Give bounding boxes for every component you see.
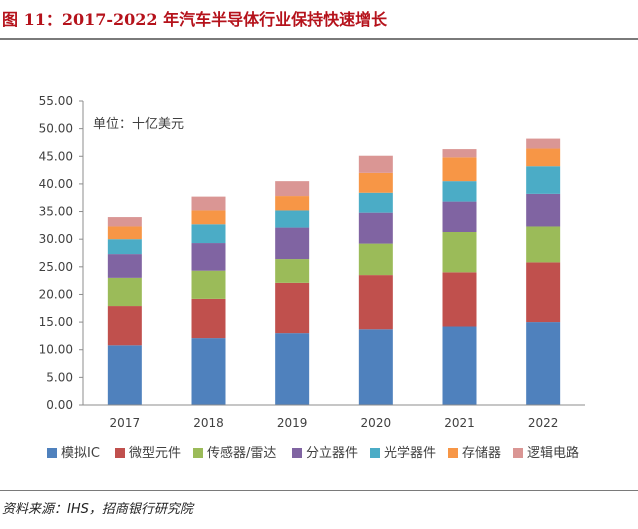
footer-divider bbox=[0, 490, 638, 491]
bar-segment bbox=[442, 157, 477, 182]
y-tick-label: 25.00 bbox=[39, 260, 73, 274]
legend-label: 模拟IC bbox=[61, 446, 100, 461]
legend-label: 光学器件 bbox=[384, 445, 436, 461]
bar-segment bbox=[191, 196, 226, 211]
bar-segment bbox=[358, 243, 393, 276]
bar-segment bbox=[526, 166, 561, 194]
bar-segment bbox=[358, 155, 393, 173]
y-tick-label: 50.00 bbox=[39, 122, 73, 136]
legend-label: 逻辑电路 bbox=[527, 445, 579, 461]
x-tick-label: 2019 bbox=[277, 416, 308, 430]
bar-segment bbox=[358, 212, 393, 244]
bar-segment bbox=[275, 227, 310, 260]
bar-segment bbox=[191, 243, 226, 271]
bar-segment bbox=[526, 148, 561, 167]
bar-segment bbox=[358, 329, 393, 405]
bar-segment bbox=[358, 172, 393, 193]
bar-segment bbox=[526, 322, 561, 405]
legend-swatch bbox=[115, 448, 125, 458]
x-tick-label: 2021 bbox=[444, 416, 475, 430]
bar-segment bbox=[107, 254, 142, 278]
legend-swatch bbox=[513, 448, 523, 458]
y-tick-label: 5.00 bbox=[46, 370, 73, 384]
legend-swatch bbox=[448, 448, 458, 458]
legend-label: 存储器 bbox=[462, 446, 501, 461]
bar-segment bbox=[107, 226, 142, 240]
y-tick-label: 0.00 bbox=[46, 398, 73, 412]
bar-segment bbox=[275, 333, 310, 405]
bar-segment bbox=[275, 259, 310, 283]
y-tick-label: 40.00 bbox=[39, 177, 73, 191]
y-tick-label: 30.00 bbox=[39, 232, 73, 246]
stacked-bar-chart: 0.00 5.00 10.00 15.00 20.00 25.00 30.00 35.00 40… bbox=[39, 94, 585, 461]
bar-segment bbox=[275, 181, 310, 197]
bar-segment bbox=[191, 298, 226, 339]
legend-label: 微型元件 bbox=[129, 446, 181, 461]
x-tick-label: 2018 bbox=[193, 416, 224, 430]
source-note: 资料来源：IHS，招商银行研究院 bbox=[2, 502, 193, 517]
x-tick-label: 2020 bbox=[361, 416, 392, 430]
bar-segment bbox=[358, 275, 393, 330]
y-tick-label: 55.00 bbox=[39, 94, 73, 108]
bar-segment bbox=[191, 210, 226, 225]
bar-segment bbox=[442, 201, 477, 232]
x-tick-label: 2022 bbox=[528, 416, 559, 430]
bar-segment bbox=[107, 277, 142, 307]
legend-swatch bbox=[292, 448, 302, 458]
bar-segment bbox=[526, 226, 561, 263]
bar-segment bbox=[442, 326, 477, 405]
bar-segment bbox=[107, 345, 142, 405]
bar-segment bbox=[107, 239, 142, 255]
x-tick-label: 2017 bbox=[110, 416, 141, 430]
legend-swatch bbox=[47, 448, 57, 458]
y-tick-label: 20.00 bbox=[39, 287, 73, 301]
bar-segment bbox=[526, 193, 561, 227]
title-divider bbox=[0, 38, 638, 40]
y-tick-label: 10.00 bbox=[39, 343, 73, 357]
bar-segment bbox=[191, 338, 226, 405]
bar-segment bbox=[107, 217, 142, 227]
y-tick-label: 45.00 bbox=[39, 149, 73, 163]
bar-segment bbox=[526, 262, 561, 323]
bar-segment bbox=[442, 231, 477, 273]
legend-label: 分立器件 bbox=[306, 446, 358, 461]
bar-segment bbox=[275, 196, 310, 211]
legend-label: 传感器/雷达 bbox=[207, 445, 276, 461]
bar-segment bbox=[191, 224, 226, 244]
bar-segment bbox=[275, 210, 310, 228]
bar-segment bbox=[107, 306, 142, 346]
bar-segment bbox=[275, 282, 310, 334]
y-tick-label: 15.00 bbox=[39, 315, 73, 329]
bar-segment bbox=[442, 181, 477, 202]
unit-label: 单位：十亿美元 bbox=[93, 117, 184, 132]
legend-swatch bbox=[193, 448, 203, 458]
bar-segment bbox=[442, 272, 477, 327]
bar-segment bbox=[526, 138, 561, 149]
legend-swatch bbox=[370, 448, 380, 458]
bar-segment bbox=[358, 192, 393, 213]
bar-segment bbox=[191, 270, 226, 299]
y-tick-label: 35.00 bbox=[39, 205, 73, 219]
bar-segment bbox=[442, 149, 477, 158]
figure-title: 图 11：2017-2022 年汽车半导体行业保持快速增长 bbox=[2, 10, 388, 29]
